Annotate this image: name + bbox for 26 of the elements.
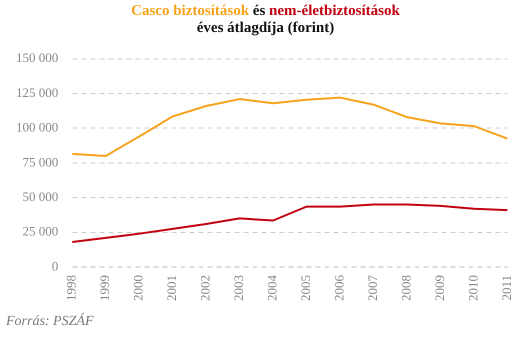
x-tick-label: 2000	[130, 275, 146, 301]
chart-subtitle: éves átlagdíja (forint)	[196, 20, 336, 37]
x-tick-label: 1998	[64, 275, 79, 301]
y-tick-label: 75 000	[22, 154, 58, 170]
y-tick-label: 25 000	[22, 224, 58, 239]
text: nem-életbiztosítások	[269, 3, 400, 19]
x-tick-label: 2009	[432, 275, 447, 301]
y-tick-label: 50 000	[22, 189, 58, 204]
x-tick-label: 2010	[465, 275, 480, 301]
y-tick-label: 125 000	[16, 84, 58, 100]
x-tick-label: 2002	[198, 275, 213, 301]
y-tick-label: 0	[52, 258, 58, 274]
x-tick-label: 1999	[97, 275, 112, 301]
chart-title: és	[252, 3, 266, 19]
x-tick-label: 2005	[298, 275, 313, 301]
x-tick-label: 2008	[398, 275, 414, 301]
x-tick-label: 2007	[364, 274, 380, 301]
x-tick-label: 2001	[164, 275, 180, 301]
x-tick-label: 2003	[231, 275, 246, 301]
text: Casco biztosítások	[131, 3, 250, 19]
y-tick-label: 100 000	[16, 120, 58, 135]
x-tick-label: 2006	[331, 274, 346, 301]
text: Forrás: PSZÁF	[6, 314, 94, 330]
y-tick-label: 150 000	[16, 50, 58, 66]
x-tick-label: 2011	[498, 275, 514, 301]
x-tick-label: 2004	[264, 274, 280, 301]
